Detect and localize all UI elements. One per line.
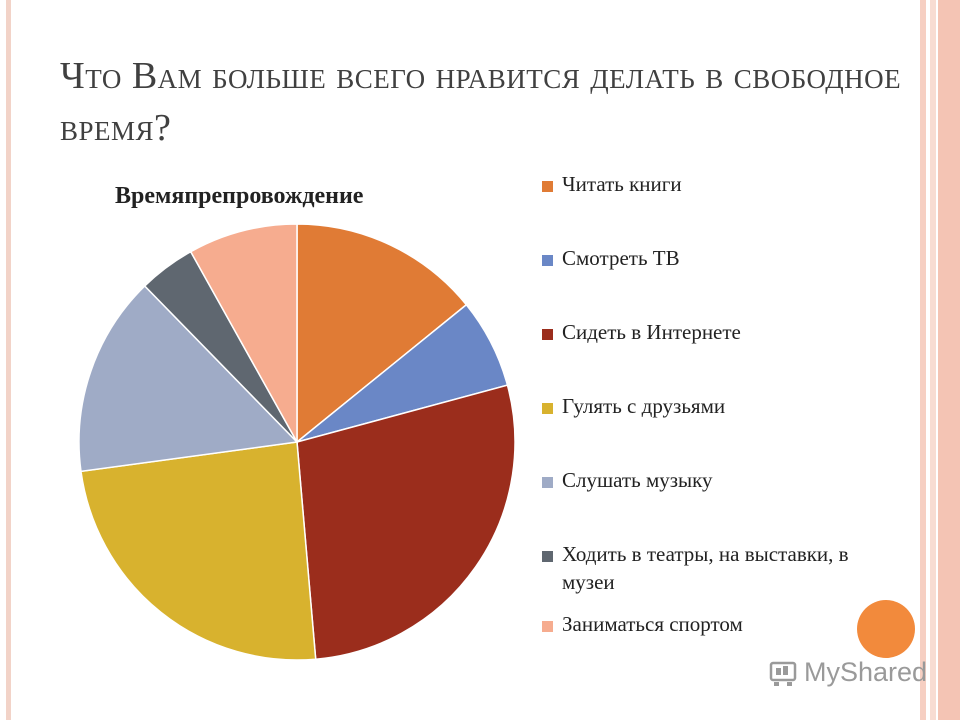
legend-swatch <box>542 181 553 192</box>
myshared-logo-text: MyShared <box>804 657 928 687</box>
legend-item: Сидеть в Интернете <box>542 318 872 346</box>
legend-label: Смотреть ТВ <box>562 246 680 270</box>
pie-slice <box>296 223 468 444</box>
legend-label: Ходить в театры, на выставки, в музеи <box>562 542 849 594</box>
legend-swatch <box>542 255 553 266</box>
left-frame-line <box>6 0 11 720</box>
legend-swatch <box>542 403 553 414</box>
pie-slice <box>78 284 299 473</box>
pie-slice <box>296 384 516 661</box>
pie-slice <box>80 441 317 661</box>
legend-item: Ходить в театры, на выставки, в музеи <box>542 540 872 596</box>
legend-label: Сидеть в Интернете <box>562 320 741 344</box>
pie-chart <box>78 223 516 661</box>
legend-item: Слушать музыку <box>542 466 872 494</box>
legend-swatch <box>542 477 553 488</box>
legend-label: Заниматься спортом <box>562 612 743 636</box>
legend-swatch <box>542 329 553 340</box>
myshared-logo-icon <box>769 661 797 686</box>
right-frame-stripe <box>920 0 926 720</box>
legend-item: Читать книги <box>542 170 872 198</box>
myshared-logo: MyShared <box>768 657 927 688</box>
slide-title: Что Вам больше всего нравится делать в с… <box>60 55 902 149</box>
legend-label: Слушать музыку <box>562 468 713 492</box>
right-frame-band <box>930 0 960 720</box>
legend-item: Смотреть ТВ <box>542 244 872 272</box>
pie-slice <box>189 223 298 445</box>
legend-swatch <box>542 551 553 562</box>
decorative-orange-circle <box>857 600 915 658</box>
chart-title: Времяпрепровождение <box>115 183 364 209</box>
legend-label: Гулять с друзьями <box>562 394 726 418</box>
legend-item: Гулять с друзьями <box>542 392 872 420</box>
legend-label: Читать книги <box>562 172 682 196</box>
legend-swatch <box>542 621 553 632</box>
legend-item: Заниматься спортом <box>542 610 872 638</box>
